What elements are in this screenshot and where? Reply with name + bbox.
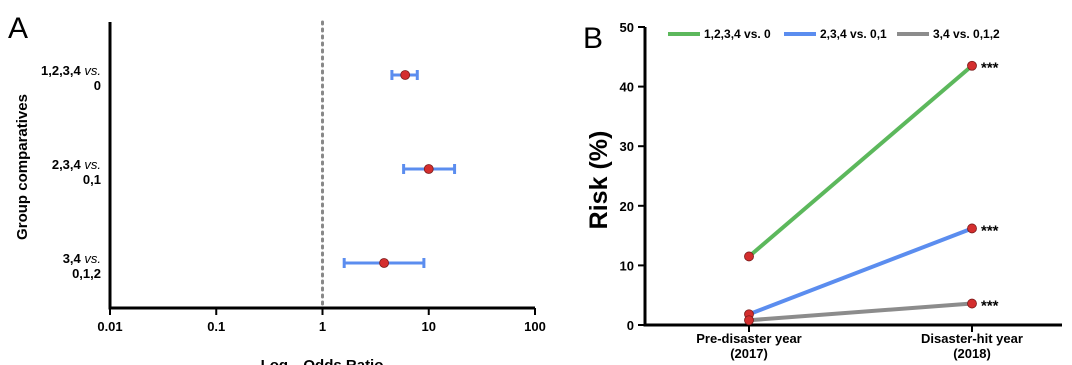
row-label-ref: 0,1 [83,172,101,187]
panel-a-forest-plot: A 1,2,3,4 vs.0 2,3,4 vs.0,1 3,4 vs.0,1,2 0… [8,12,546,365]
y-tick-label: 50 [620,20,634,35]
series-line [748,226,973,317]
x-tick-label: 0.1 [207,319,225,334]
y-tick-label: 0 [627,318,634,333]
series-lines: *** *** *** [744,60,999,326]
x-tick-label: 0.01 [97,319,122,334]
legend-label: 3,4 vs. 0,1,2 [933,27,1000,41]
x-axis-title: Log10 Odds Ratio [261,357,384,365]
x-tick-label: 1 [319,319,326,334]
y-tick-labels: 0 10 20 30 40 50 [620,20,634,333]
legend-item: 3,4 vs. 0,1,2 [897,27,1000,41]
y-tick-label: 30 [620,139,634,154]
x-tick-labels: 0.01 0.1 1 10 100 [97,319,546,334]
y-tick-label: 20 [620,199,634,214]
series: *** [744,60,999,262]
odds-ratio-point [379,258,390,268]
x-tick-label: (2017) [730,346,768,361]
legend: 1,2,3,4 vs. 0 2,3,4 vs. 0,1 3,4 vs. 0,1,2 [668,27,1000,41]
y-tick-label: 40 [620,80,634,95]
legend-item: 1,2,3,4 vs. 0 [668,27,771,41]
y-tick-label: 10 [620,258,634,273]
x-tick-label: Pre-disaster year [696,331,802,346]
row-label: 3,4 vs. [63,251,101,266]
series-line [748,301,973,323]
panel-a-axes [108,22,536,315]
data-point [967,60,977,71]
y-axis-title: Group comparatives [14,94,31,240]
series: *** [744,298,999,326]
y-axis-title: Risk (%) [585,131,613,230]
data-point [744,251,754,262]
row-label: 1,2,3,4 vs. [41,63,101,78]
odds-ratio-point [423,164,434,174]
data-point [744,315,754,326]
panel-b-line-chart: B 1,2,3,4 vs. 0 2,3,4 vs. 0,1 3,4 vs. 0,1,… [583,20,1062,361]
forest-row: 2,3,4 vs.0,1 [52,157,457,187]
row-label-ref: 0 [94,78,101,93]
forest-rows: 1,2,3,4 vs.0 2,3,4 vs.0,1 3,4 vs.0,1,2 [41,63,457,281]
forest-row: 3,4 vs.0,1,2 [63,251,426,281]
x-tick-label: Disaster-hit year [921,331,1023,346]
legend-item: 2,3,4 vs. 0,1 [784,27,887,41]
x-tick-label: (2018) [953,346,991,361]
row-label: 2,3,4 vs. [52,157,101,172]
panel-letter-a: A [8,12,28,45]
forest-row: 1,2,3,4 vs.0 [41,63,419,93]
row-label-ref: 0,1,2 [72,266,101,281]
significance-label: *** [981,222,999,239]
panel-b-axes [638,26,1062,332]
x-tick-labels: Pre-disaster year(2017) Disaster-hit year… [696,331,1023,361]
data-point [967,223,977,234]
significance-label: *** [981,60,999,77]
legend-label: 2,3,4 vs. 0,1 [820,27,887,41]
x-tick-label: 100 [524,319,546,334]
odds-ratio-point [400,70,411,80]
data-point [967,298,977,309]
legend-label: 1,2,3,4 vs. 0 [704,27,771,41]
series-line [747,64,974,258]
x-tick-label: 10 [422,319,436,334]
panel-letter-b: B [583,22,603,55]
significance-label: *** [981,298,999,315]
